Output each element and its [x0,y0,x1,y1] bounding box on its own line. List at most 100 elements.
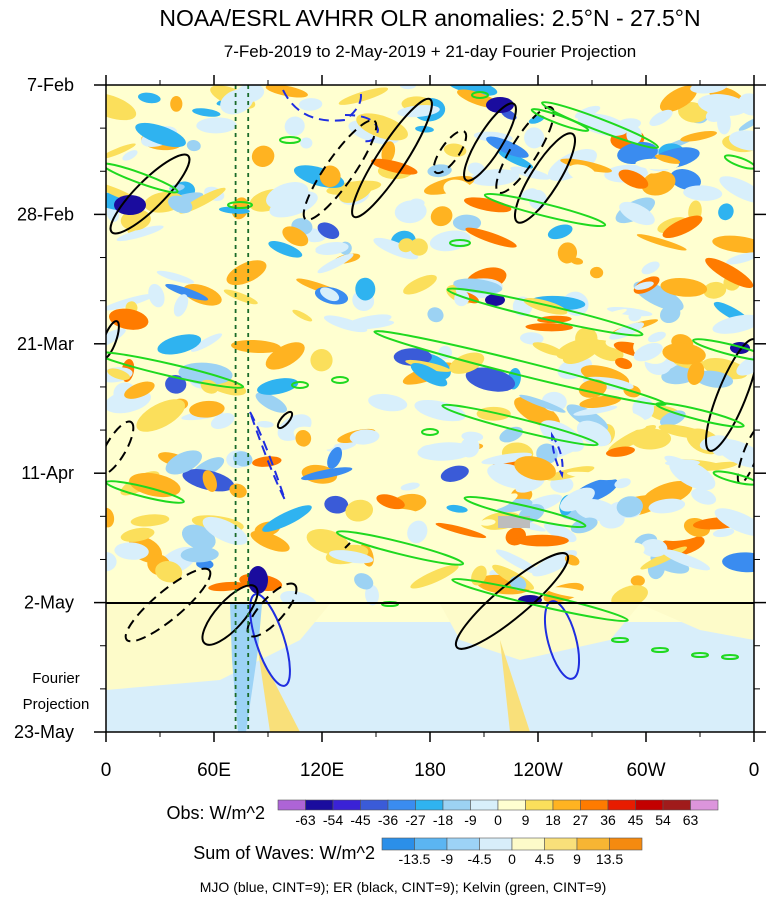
anomaly-blob [324,495,349,514]
kelvin-contour [279,136,301,144]
waves-colorbar-swatch [576,837,610,851]
strong-negative-blob [485,294,505,306]
waves-colorbar-label: Sum of Waves: W/m^2 [193,843,375,863]
anomaly-blob [262,505,312,532]
obs-colorbar-swatch [580,799,609,811]
anomaly-blob [648,498,686,514]
anomaly-blob [248,311,279,331]
anomaly-blob [189,400,225,418]
anomaly-blob [515,476,545,493]
waves-colorbar-tick-label: 0 [508,851,516,867]
anomaly-blob [265,85,308,98]
anomaly-blob [532,342,564,356]
anomaly-blob [465,227,517,248]
anomaly-blob [349,429,380,445]
er-contour [246,582,298,638]
anomaly-blob [690,85,728,94]
anomaly-blob [694,370,734,388]
er-contour [201,584,259,646]
anomaly-blob [547,224,573,240]
anomaly-blob [165,450,203,475]
anomaly-blob [410,564,459,589]
waves-colorbar-tick-label: -13.5 [399,851,431,867]
mjo-contour [344,114,380,143]
kelvin-contour [441,403,599,447]
y-tick-label: 2-May [24,593,74,613]
obs-colorbar-tick-label: 45 [628,812,644,828]
obs-colorbar-swatch [332,799,361,811]
anomaly-blob [114,542,149,560]
anomaly-blob [252,456,282,467]
kelvin-contour [421,428,439,436]
anomaly-blob [633,342,663,362]
anomaly-blob [519,394,566,413]
obs-colorbar-swatch [525,799,554,811]
mjo-contour [282,89,362,122]
x-tick-label: 0 [749,760,760,781]
anomaly-blob [170,96,183,112]
x-tick-label: 120E [300,760,344,781]
waves-colorbar-swatch [381,837,415,851]
anomaly-blob [691,488,717,505]
anomaly-blob [430,206,453,227]
projection-yellow-patch [640,604,754,640]
anomaly-blob [355,277,376,301]
anomaly-blob [250,530,290,552]
anomaly-blob [211,131,265,158]
anomaly-blob [317,253,354,274]
anomaly-blob [687,361,705,385]
anomaly-blob [670,169,701,190]
anomaly-blob [255,392,287,413]
plot-area [106,85,754,732]
anomaly-blob [400,482,420,491]
anomaly-blob [373,237,419,260]
anomaly-blob [659,85,698,113]
anomaly-blob [364,324,415,351]
x-tick-label: 60E [197,760,231,781]
y-tick-label: 21-Mar [17,334,74,354]
anomaly-blob [521,188,539,202]
anomaly-blob [481,452,532,465]
anomaly-blob [641,261,660,275]
anomaly-blob [405,359,451,372]
er-contour [302,119,378,221]
obs-colorbar-label: Obs: W/m^2 [167,803,265,823]
er-contour [106,320,120,360]
anomaly-blob [557,242,578,264]
obs-colorbar-swatch [607,799,636,811]
anomaly-blob [257,378,299,395]
anomaly-blob [256,420,274,428]
anomaly-blob [641,170,676,196]
anomaly-blob [560,158,612,173]
anomaly-blob [537,315,572,324]
anomaly-blob [165,374,187,394]
obs-colorbar-tick-label: -45 [350,812,370,828]
er-contour [124,567,212,643]
obs-colorbar-tick-label: -63 [295,812,315,828]
kelvin-contours [106,91,754,660]
waves-colorbar-tick-label: 9 [573,851,581,867]
anomaly-blob [486,136,529,158]
anomaly-blob [735,183,754,196]
anomaly-blob [630,575,645,587]
kelvin-contour [691,652,709,658]
anomaly-blob [265,342,305,370]
anomaly-blob [327,446,343,469]
waves-colorbar-swatch [414,837,448,851]
anomaly-blob [192,108,221,117]
anomaly-blob [136,399,185,432]
obs-colorbar-swatch [360,799,389,811]
kelvin-contour [106,162,179,194]
waves-colorbar-tick-label: 4.5 [535,851,555,867]
obs-colorbar-swatch [690,799,719,811]
projection-field [106,604,754,732]
anomaly-blob [407,520,428,544]
anomaly-blob [323,315,368,333]
anomaly-blob [226,260,267,286]
obs-colorbar-swatch [662,799,691,811]
chart-subtitle: 7-Feb-2019 to 2-May-2019 + 21-day Fourie… [224,42,636,61]
projection-label-line-1: Fourier [32,670,80,687]
anomaly-blob [196,117,237,134]
anomaly-blob [124,381,155,399]
